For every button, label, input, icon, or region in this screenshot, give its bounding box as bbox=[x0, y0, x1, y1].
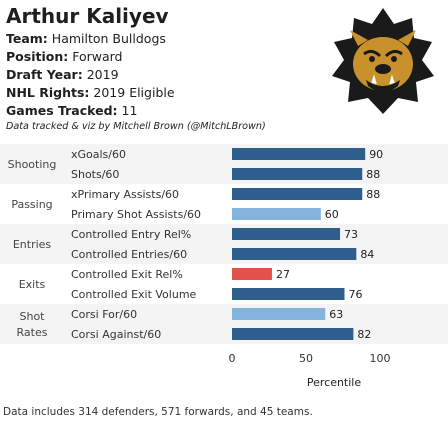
percentile-bar bbox=[232, 228, 341, 240]
percentile-bar bbox=[232, 288, 345, 300]
value-label: 76 bbox=[348, 288, 362, 301]
draft-value: 2019 bbox=[86, 67, 119, 82]
metric-label: Controlled Entry Rel% bbox=[71, 228, 191, 241]
metric-label: Controlled Exit Volume bbox=[71, 288, 197, 301]
rights-line: NHL Rights: 2019 Eligible bbox=[6, 85, 175, 100]
percentile-bar bbox=[232, 328, 354, 340]
draft-label: Draft Year: bbox=[6, 67, 83, 82]
group-band bbox=[0, 224, 448, 264]
percentile-bar bbox=[232, 248, 357, 260]
percentile-bar bbox=[232, 148, 366, 160]
x-axis-title: Percentile bbox=[307, 376, 362, 389]
team-value: Hamilton Bulldogs bbox=[51, 31, 166, 46]
player-name: Arthur Kaliyev bbox=[6, 4, 169, 28]
rights-value: 2019 Eligible bbox=[93, 85, 175, 100]
value-label: 63 bbox=[329, 308, 343, 321]
value-label: 88 bbox=[366, 188, 380, 201]
footnote: Data includes 314 defenders, 571 forward… bbox=[3, 406, 313, 418]
value-label: 88 bbox=[366, 168, 380, 181]
percentile-bar bbox=[232, 208, 321, 220]
position-line: Position: Forward bbox=[6, 49, 123, 64]
metric-label: Controlled Entries/60 bbox=[71, 248, 187, 261]
percentile-bar bbox=[232, 308, 326, 320]
metric-label: Controlled Exit Rel% bbox=[71, 268, 183, 281]
group-label: Exits bbox=[19, 278, 46, 291]
group-band bbox=[0, 304, 448, 344]
value-label: 60 bbox=[325, 208, 339, 221]
team-label: Team: bbox=[6, 31, 48, 46]
metric-label: Corsi For/60 bbox=[71, 308, 137, 321]
group-band bbox=[0, 144, 448, 184]
group-label: Passing bbox=[11, 198, 52, 211]
metric-label: Shots/60 bbox=[71, 168, 119, 181]
group-label: Entries bbox=[13, 238, 52, 251]
x-tick-label: 50 bbox=[299, 352, 313, 365]
x-tick-label: 0 bbox=[229, 352, 236, 365]
x-tick-label: 100 bbox=[370, 352, 391, 365]
metric-label: Corsi Against/60 bbox=[71, 328, 161, 341]
team-line: Team: Hamilton Bulldogs bbox=[6, 31, 166, 46]
value-label: 90 bbox=[369, 148, 383, 161]
games-label: Games Tracked: bbox=[6, 103, 118, 118]
group-label: Shot Rates bbox=[17, 310, 48, 339]
value-label: 84 bbox=[360, 248, 374, 261]
percentile-bar bbox=[232, 168, 363, 180]
rights-label: NHL Rights: bbox=[6, 85, 90, 100]
position-value: Forward bbox=[72, 49, 123, 64]
metric-label: xPrimary Assists/60 bbox=[71, 188, 179, 201]
credit-line: Data tracked & viz by Mitchell Brown (@M… bbox=[6, 121, 266, 132]
bulldog-logo-icon bbox=[332, 8, 434, 114]
metric-label: xGoals/60 bbox=[71, 148, 126, 161]
games-value: 11 bbox=[121, 103, 138, 118]
games-line: Games Tracked: 11 bbox=[6, 103, 137, 118]
group-label: Shooting bbox=[8, 158, 57, 171]
position-label: Position: bbox=[6, 49, 69, 64]
percentile-bar bbox=[232, 188, 363, 200]
percentile-chart: Shooting xGoals/60 90 Shots/60 88 Passing xPri… bbox=[0, 144, 448, 389]
value-label: 82 bbox=[357, 328, 371, 341]
metric-label: Primary Shot Assists/60 bbox=[71, 208, 201, 221]
value-label: 27 bbox=[276, 268, 290, 281]
value-label: 73 bbox=[344, 228, 358, 241]
percentile-bar bbox=[232, 268, 272, 280]
draft-line: Draft Year: 2019 bbox=[6, 67, 119, 82]
